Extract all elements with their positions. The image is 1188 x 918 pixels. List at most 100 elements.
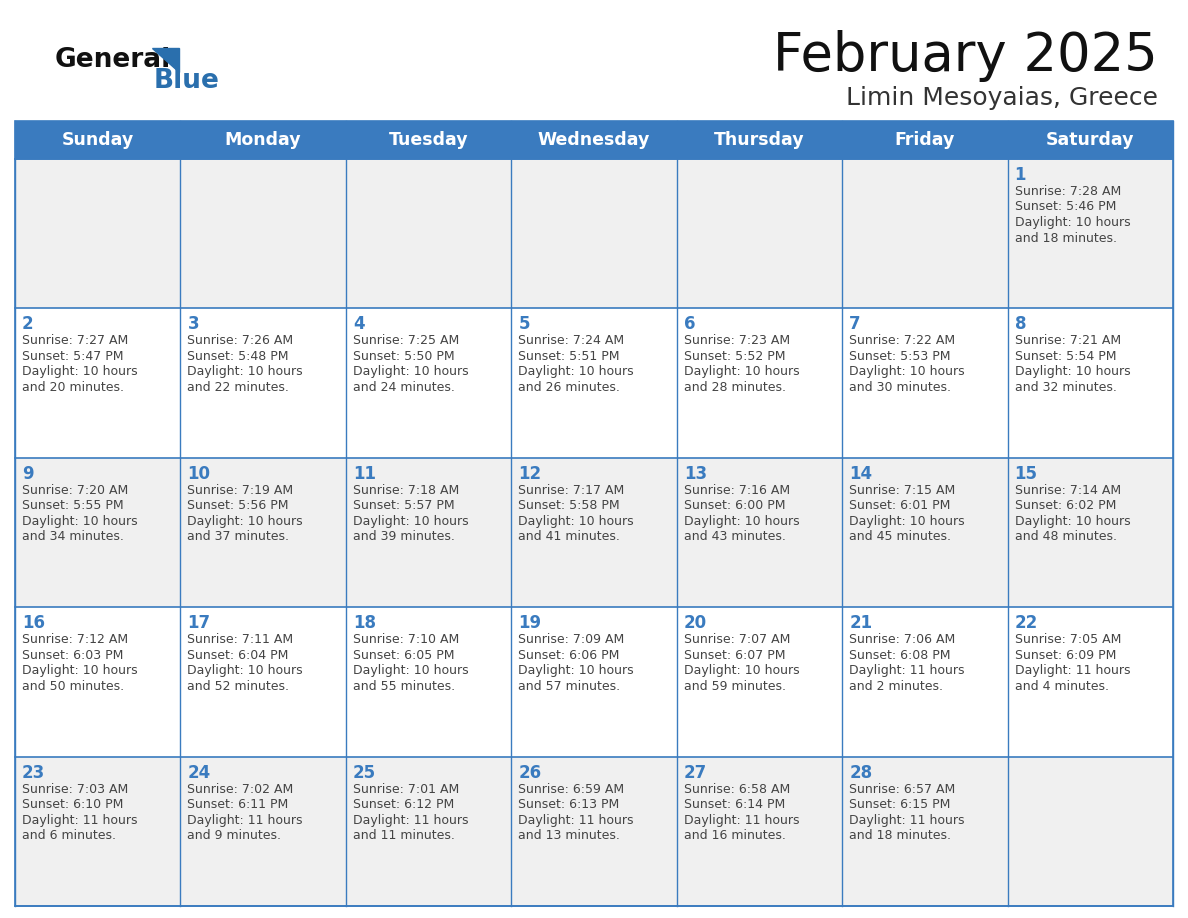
Text: 10: 10 [188, 465, 210, 483]
Text: and 9 minutes.: and 9 minutes. [188, 829, 282, 842]
Text: Sunrise: 7:11 AM: Sunrise: 7:11 AM [188, 633, 293, 646]
Text: Tuesday: Tuesday [388, 131, 468, 149]
Text: Daylight: 11 hours: Daylight: 11 hours [518, 813, 633, 826]
Text: Daylight: 11 hours: Daylight: 11 hours [353, 813, 468, 826]
Text: 21: 21 [849, 614, 872, 633]
Text: Sunset: 5:54 PM: Sunset: 5:54 PM [1015, 350, 1116, 363]
Text: Sunrise: 7:12 AM: Sunrise: 7:12 AM [23, 633, 128, 646]
Text: Sunset: 5:55 PM: Sunset: 5:55 PM [23, 499, 124, 512]
Text: Friday: Friday [895, 131, 955, 149]
Text: Sunset: 6:08 PM: Sunset: 6:08 PM [849, 649, 950, 662]
Text: Blue: Blue [154, 68, 220, 94]
Text: Sunset: 6:06 PM: Sunset: 6:06 PM [518, 649, 620, 662]
Text: Sunrise: 7:17 AM: Sunrise: 7:17 AM [518, 484, 625, 497]
Bar [15, 308, 1173, 458]
Text: Sunset: 5:53 PM: Sunset: 5:53 PM [849, 350, 950, 363]
Text: and 6 minutes.: and 6 minutes. [23, 829, 116, 842]
Text: 6: 6 [684, 316, 695, 333]
Text: Daylight: 10 hours: Daylight: 10 hours [518, 515, 634, 528]
Text: and 28 minutes.: and 28 minutes. [684, 381, 785, 394]
Text: 11: 11 [353, 465, 375, 483]
Text: and 13 minutes.: and 13 minutes. [518, 829, 620, 842]
Text: Sunset: 6:04 PM: Sunset: 6:04 PM [188, 649, 289, 662]
Text: Daylight: 10 hours: Daylight: 10 hours [353, 365, 468, 378]
Text: and 16 minutes.: and 16 minutes. [684, 829, 785, 842]
Text: and 18 minutes.: and 18 minutes. [1015, 231, 1117, 244]
Text: 5: 5 [518, 316, 530, 333]
Text: Daylight: 10 hours: Daylight: 10 hours [518, 665, 634, 677]
Text: Sunrise: 7:03 AM: Sunrise: 7:03 AM [23, 783, 128, 796]
Text: 25: 25 [353, 764, 375, 781]
Text: Daylight: 10 hours: Daylight: 10 hours [188, 665, 303, 677]
Text: Sunset: 6:05 PM: Sunset: 6:05 PM [353, 649, 454, 662]
Text: Daylight: 10 hours: Daylight: 10 hours [518, 365, 634, 378]
Text: 18: 18 [353, 614, 375, 633]
Text: Sunrise: 7:23 AM: Sunrise: 7:23 AM [684, 334, 790, 347]
Text: Sunrise: 7:27 AM: Sunrise: 7:27 AM [23, 334, 128, 347]
Text: Sunset: 6:10 PM: Sunset: 6:10 PM [23, 798, 124, 812]
Text: and 20 minutes.: and 20 minutes. [23, 381, 124, 394]
Text: and 52 minutes.: and 52 minutes. [188, 679, 290, 693]
Text: Sunrise: 7:18 AM: Sunrise: 7:18 AM [353, 484, 459, 497]
Text: Daylight: 11 hours: Daylight: 11 hours [23, 813, 138, 826]
Text: Sunset: 5:47 PM: Sunset: 5:47 PM [23, 350, 124, 363]
Text: 23: 23 [23, 764, 45, 781]
Text: Daylight: 10 hours: Daylight: 10 hours [23, 365, 138, 378]
Text: Sunrise: 7:02 AM: Sunrise: 7:02 AM [188, 783, 293, 796]
Bar [15, 607, 1173, 756]
Text: and 43 minutes.: and 43 minutes. [684, 531, 785, 543]
Text: Sunset: 6:07 PM: Sunset: 6:07 PM [684, 649, 785, 662]
Text: Sunrise: 7:20 AM: Sunrise: 7:20 AM [23, 484, 128, 497]
Text: and 11 minutes.: and 11 minutes. [353, 829, 455, 842]
Text: and 26 minutes.: and 26 minutes. [518, 381, 620, 394]
Text: Daylight: 10 hours: Daylight: 10 hours [1015, 365, 1130, 378]
Text: Sunrise: 7:05 AM: Sunrise: 7:05 AM [1015, 633, 1121, 646]
Text: Sunrise: 7:28 AM: Sunrise: 7:28 AM [1015, 185, 1120, 198]
Text: Sunrise: 6:59 AM: Sunrise: 6:59 AM [518, 783, 625, 796]
Text: 16: 16 [23, 614, 45, 633]
Text: and 57 minutes.: and 57 minutes. [518, 679, 620, 693]
Text: Sunrise: 7:16 AM: Sunrise: 7:16 AM [684, 484, 790, 497]
Text: Daylight: 10 hours: Daylight: 10 hours [23, 665, 138, 677]
Text: 3: 3 [188, 316, 200, 333]
Text: 26: 26 [518, 764, 542, 781]
Text: Sunday: Sunday [62, 131, 134, 149]
Text: Daylight: 11 hours: Daylight: 11 hours [188, 813, 303, 826]
Text: and 4 minutes.: and 4 minutes. [1015, 679, 1108, 693]
Text: Daylight: 10 hours: Daylight: 10 hours [849, 365, 965, 378]
Text: 17: 17 [188, 614, 210, 633]
Text: 15: 15 [1015, 465, 1037, 483]
Text: 13: 13 [684, 465, 707, 483]
Text: and 50 minutes.: and 50 minutes. [23, 679, 124, 693]
Text: 20: 20 [684, 614, 707, 633]
Text: Sunset: 6:03 PM: Sunset: 6:03 PM [23, 649, 124, 662]
Bar [15, 121, 1173, 906]
Text: Sunset: 6:11 PM: Sunset: 6:11 PM [188, 798, 289, 812]
Text: 19: 19 [518, 614, 542, 633]
Text: Daylight: 10 hours: Daylight: 10 hours [684, 515, 800, 528]
Text: Daylight: 10 hours: Daylight: 10 hours [1015, 515, 1130, 528]
Text: Sunset: 5:48 PM: Sunset: 5:48 PM [188, 350, 289, 363]
Bar [15, 458, 1173, 607]
Text: Sunrise: 6:57 AM: Sunrise: 6:57 AM [849, 783, 955, 796]
Text: Sunrise: 7:25 AM: Sunrise: 7:25 AM [353, 334, 459, 347]
Text: 24: 24 [188, 764, 210, 781]
Text: Saturday: Saturday [1047, 131, 1135, 149]
Polygon shape [152, 48, 179, 72]
Text: Sunset: 6:09 PM: Sunset: 6:09 PM [1015, 649, 1116, 662]
Text: 4: 4 [353, 316, 365, 333]
Text: 7: 7 [849, 316, 861, 333]
Text: 14: 14 [849, 465, 872, 483]
Text: February 2025: February 2025 [773, 30, 1158, 82]
Text: Sunset: 6:02 PM: Sunset: 6:02 PM [1015, 499, 1116, 512]
Text: Sunrise: 7:06 AM: Sunrise: 7:06 AM [849, 633, 955, 646]
Text: Wednesday: Wednesday [538, 131, 650, 149]
Text: Sunset: 5:57 PM: Sunset: 5:57 PM [353, 499, 455, 512]
Text: Sunset: 6:14 PM: Sunset: 6:14 PM [684, 798, 785, 812]
Text: and 59 minutes.: and 59 minutes. [684, 679, 785, 693]
Text: and 30 minutes.: and 30 minutes. [849, 381, 952, 394]
Text: 8: 8 [1015, 316, 1026, 333]
Text: 28: 28 [849, 764, 872, 781]
Text: Sunset: 5:50 PM: Sunset: 5:50 PM [353, 350, 455, 363]
Text: 12: 12 [518, 465, 542, 483]
